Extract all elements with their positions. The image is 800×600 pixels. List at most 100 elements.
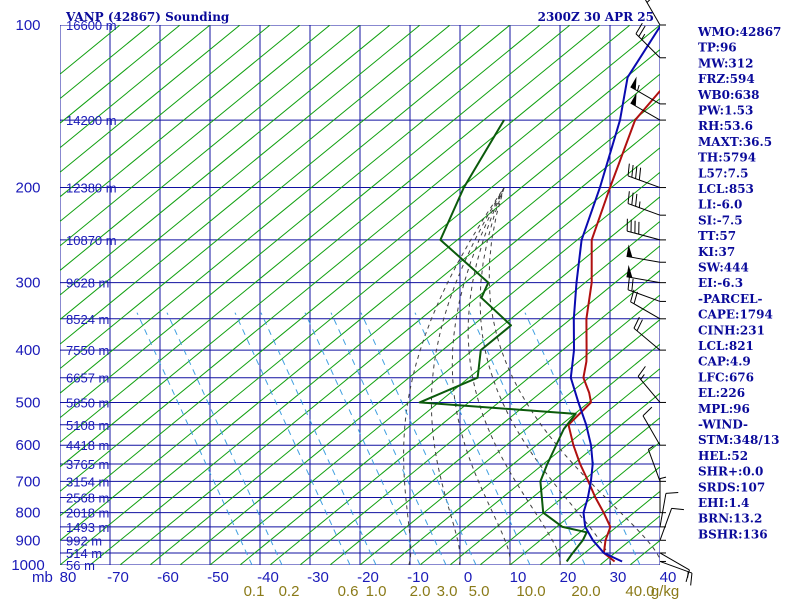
mixing-ratio-label: 0.2 [279,583,300,600]
mixing-ratio-label: 0.1 [244,583,265,600]
stability-index: CINH:231 [698,323,765,337]
height-label: 9628 m [66,276,109,291]
dry-adiabat [329,294,660,565]
height-label: 7550 m [66,343,109,358]
dry-adiabat [60,25,301,223]
stability-index: CAPE:1794 [698,308,773,322]
dry-adiabat [449,392,660,565]
moist-adiabat [403,187,505,565]
temperature-tick-label: -30 [307,569,329,586]
parcel-line [569,25,660,563]
stability-index: BRN:13.2 [698,512,762,526]
temperature-tick-label: -70 [107,569,129,586]
dry-adiabat [60,25,211,149]
pressure-tick-label: 700 [15,473,40,490]
dry-adiabat [269,245,660,565]
dry-adiabat [60,25,571,443]
stability-index: BSHR:136 [698,527,768,541]
dry-adiabat [60,25,151,100]
height-label: 14200 m [66,113,117,128]
dry-adiabat [419,367,660,565]
pressure-tick-label: 400 [15,342,40,359]
height-label: 8524 m [66,312,109,327]
height-label: 3154 m [66,474,109,489]
pressure-tick-label: 1000 [11,557,44,574]
stability-index: -WIND- [698,418,748,432]
height-label: 5108 m [66,418,109,433]
moist-adiabat [467,187,561,565]
wind-barb [633,316,666,351]
height-label: 2568 m [66,491,109,506]
wind-barb [630,289,666,320]
dry-adiabat [60,25,241,173]
stability-index: SW:444 [698,261,749,275]
height-label: 3765 m [66,457,109,472]
dry-adiabat [359,318,660,565]
wind-barb [659,507,684,541]
stability-index: EL:226 [698,386,745,400]
moist-adiabat [430,187,505,565]
wind-barb [647,445,666,482]
mixing-ratio-line [136,312,253,565]
mixing-ratio-line [166,312,283,565]
dry-adiabat [60,25,451,345]
mixing-ratio-label: 40.0 [625,583,654,600]
height-label: 1493 m [66,520,109,535]
mixing-ratio-label: 10.0 [516,583,545,600]
height-label: 514 m [66,546,102,561]
height-label: 10870 m [66,233,117,248]
mixing-ratio-line [260,312,377,565]
dry-adiabat [299,269,660,565]
temperature-tick-label: 80 [60,569,77,586]
stability-index: KI:37 [698,245,735,259]
mixing-ratio-line [524,312,641,565]
dry-adiabat [60,25,481,370]
stability-index: MPL:96 [698,402,750,416]
stability-index: TP:96 [698,41,737,55]
stability-index: LI:-6.0 [698,198,742,212]
stability-index: EHI:1.4 [698,496,749,510]
height-label: 6657 m [66,371,109,386]
stability-index: EI:-6.3 [698,276,743,290]
pressure-tick-label: 800 [15,505,40,522]
wind-barb [630,76,666,105]
dry-adiabat [60,25,181,124]
dry-adiabat [60,25,601,468]
stability-index: CAP:4.9 [698,355,751,369]
wind-barb [630,92,666,121]
mixing-ratio-label: 5.0 [469,583,490,600]
temperature-line [567,89,660,563]
moist-adiabat [479,187,612,565]
mixing-ratio-label: 1.0 [366,583,387,600]
dry-adiabat [149,147,660,565]
pressure-tick-label: 300 [15,275,40,292]
mixing-ratio-label: 2.0 [410,583,431,600]
dry-adiabat [60,25,631,493]
height-label: 4418 m [66,438,109,453]
mixing-ratio-line [469,312,586,565]
pressure-tick-label: 500 [15,394,40,411]
stability-index: LCL:821 [698,339,754,353]
temperature-tick-label: 0 [464,569,472,586]
stability-index: TT:57 [698,229,736,243]
wind-barb [626,218,666,241]
wind-barb [659,560,693,586]
mixing-ratio-label: 0.6 [338,583,359,600]
mixing-ratio-line [304,312,421,565]
pressure-tick-label: 900 [15,532,40,549]
height-label: 5850 m [66,395,109,410]
stability-index: SHR+:0.0 [698,465,763,479]
wind-barb [637,366,666,403]
temperature-tick-label: 20 [560,569,577,586]
wind-barb [644,0,666,26]
height-label: 56 m [66,558,95,573]
temperature-tick-label: -20 [357,569,379,586]
dry-adiabat [89,97,660,565]
stability-index: HEL:52 [698,449,748,463]
stability-index: L57:7.5 [698,166,748,180]
dry-adiabat [60,25,541,419]
mixing-ratio-line [330,312,447,565]
